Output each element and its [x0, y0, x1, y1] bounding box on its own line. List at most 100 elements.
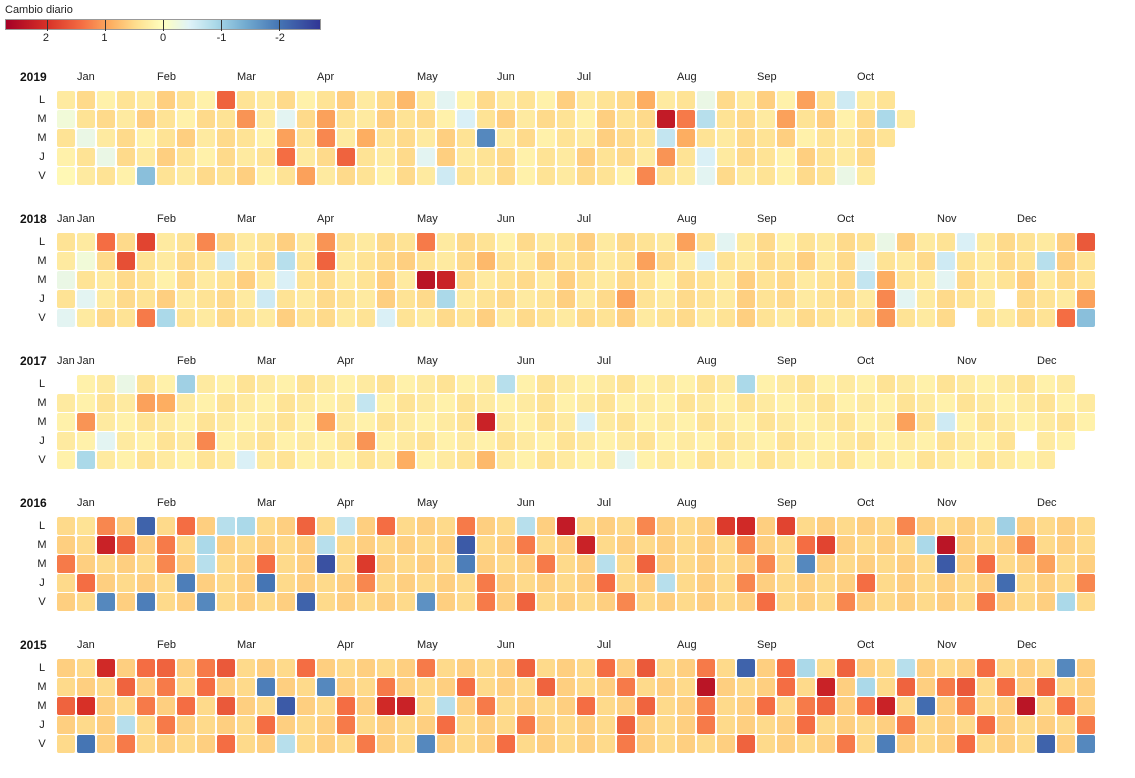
cell-row — [57, 375, 1097, 393]
heatmap-cell — [517, 536, 535, 554]
heatmap-cell — [277, 678, 295, 696]
heatmap-cell — [857, 697, 875, 715]
heatmap-cell — [437, 148, 455, 166]
heatmap-cell — [677, 91, 695, 109]
heatmap-cell — [257, 394, 275, 412]
weekday-row: J — [0, 432, 1097, 450]
heatmap-cell — [577, 375, 595, 393]
heatmap-cell — [1077, 271, 1095, 289]
heatmap-cell — [1057, 678, 1075, 696]
heatmap-cell — [857, 517, 875, 535]
heatmap-cell — [217, 271, 235, 289]
heatmap-cell — [317, 678, 335, 696]
heatmap-cell — [577, 735, 595, 753]
heatmap-cell — [717, 91, 735, 109]
heatmap-cell — [1017, 678, 1035, 696]
heatmap-cell — [257, 593, 275, 611]
heatmap-cell — [297, 678, 315, 696]
heatmap-cell — [497, 148, 515, 166]
heatmap-cell — [437, 735, 455, 753]
heatmap-cell — [677, 451, 695, 469]
heatmap-cell — [197, 517, 215, 535]
heatmap-cell — [137, 574, 155, 592]
heatmap-cell — [117, 167, 135, 185]
month-label: Jan — [77, 71, 95, 83]
heatmap-cell — [817, 167, 835, 185]
heatmap-cell — [637, 110, 655, 128]
heatmap-cell — [97, 394, 115, 412]
heatmap-cell — [77, 413, 95, 431]
heatmap-cell — [717, 233, 735, 251]
heatmap-cell — [797, 735, 815, 753]
heatmap-cell — [317, 309, 335, 327]
heatmap-cell — [257, 167, 275, 185]
heatmap-cell — [557, 290, 575, 308]
heatmap-cell — [1057, 517, 1075, 535]
heatmap-cell — [457, 252, 475, 270]
heatmap-cell — [417, 252, 435, 270]
heatmap-cell — [617, 148, 635, 166]
heatmap-cell — [777, 375, 795, 393]
cell-row — [57, 271, 1097, 289]
weekday-row: M — [0, 678, 1097, 696]
heatmap-cell — [857, 148, 875, 166]
heatmap-cell — [137, 394, 155, 412]
heatmap-cell — [797, 271, 815, 289]
heatmap-cell — [717, 697, 735, 715]
heatmap-cell — [817, 148, 835, 166]
heatmap-cell — [437, 309, 455, 327]
heatmap-cell — [397, 375, 415, 393]
heatmap-cell — [697, 536, 715, 554]
heatmap-cell — [237, 517, 255, 535]
heatmap-cell — [837, 716, 855, 734]
heatmap-cell — [217, 252, 235, 270]
heatmap-cell — [557, 536, 575, 554]
heatmap-cell — [917, 432, 935, 450]
heatmap-cell — [997, 309, 1015, 327]
heatmap-cell — [177, 697, 195, 715]
heatmap-cell — [937, 271, 955, 289]
heatmap-cell — [297, 593, 315, 611]
legend-tick-labels: 2 1 0 -1 -2 — [5, 32, 321, 46]
heatmap-cell — [77, 659, 95, 677]
heatmap-cell — [617, 309, 635, 327]
heatmap-cell — [697, 167, 715, 185]
heatmap-cell — [357, 233, 375, 251]
heatmap-cell — [317, 536, 335, 554]
heatmap-cell — [237, 233, 255, 251]
heatmap-cell — [697, 735, 715, 753]
heatmap-cell — [877, 91, 895, 109]
heatmap-cell — [997, 536, 1015, 554]
weekday-row: M — [0, 252, 1097, 270]
heatmap-cell — [857, 413, 875, 431]
heatmap-cell — [517, 271, 535, 289]
heatmap-cell — [577, 309, 595, 327]
heatmap-cell — [397, 148, 415, 166]
heatmap-cell — [457, 110, 475, 128]
heatmap-cell — [617, 678, 635, 696]
heatmap-cell — [737, 432, 755, 450]
heatmap-cell — [277, 309, 295, 327]
month-label: Dec — [1037, 355, 1057, 367]
heatmap-cell — [477, 252, 495, 270]
heatmap-cell — [577, 252, 595, 270]
heatmap-cell — [557, 129, 575, 147]
weekday-row: J — [0, 148, 917, 166]
heatmap-cell — [177, 167, 195, 185]
heatmap-cell — [277, 716, 295, 734]
heatmap-cell — [1057, 252, 1075, 270]
heatmap-cell — [657, 555, 675, 573]
heatmap-cell — [237, 555, 255, 573]
heatmap-cell — [717, 555, 735, 573]
heatmap-cell — [817, 659, 835, 677]
heatmap-cell — [877, 394, 895, 412]
heatmap-cell — [917, 697, 935, 715]
month-label: Mar — [237, 71, 256, 83]
heatmap-cell — [237, 574, 255, 592]
heatmap-cell — [897, 129, 915, 147]
heatmap-cell — [457, 271, 475, 289]
weekday-label: L — [38, 94, 46, 106]
heatmap-cell — [897, 536, 915, 554]
heatmap-cell — [317, 451, 335, 469]
heatmap-cell — [437, 451, 455, 469]
